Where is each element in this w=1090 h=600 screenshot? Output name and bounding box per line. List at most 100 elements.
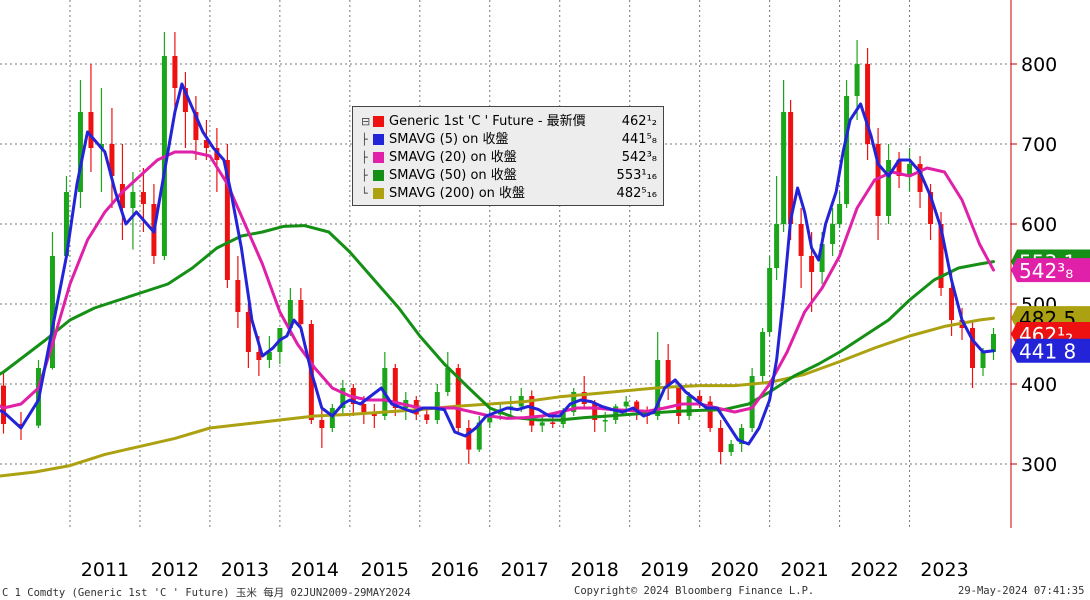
candle-body xyxy=(980,352,986,368)
candle-body xyxy=(539,422,545,426)
candle-body xyxy=(907,164,913,176)
candle-body xyxy=(697,396,703,402)
candle-body xyxy=(774,224,780,268)
legend-label: SMAVG (50) on 收盤 xyxy=(389,168,517,183)
candle-body xyxy=(487,414,493,423)
candle-body xyxy=(634,401,640,412)
legend-value: 482⁵₁₆ xyxy=(616,186,657,201)
candle-body xyxy=(781,112,787,224)
legend-item-price: ⊟ Generic 1st 'C ' Future - 最新價 462¹₂ xyxy=(361,114,657,129)
candle-body xyxy=(707,401,713,428)
candle-body xyxy=(329,408,335,428)
candle-body xyxy=(865,64,871,144)
candle-body xyxy=(130,192,136,208)
candlesticks xyxy=(0,32,997,464)
candle-body xyxy=(466,428,472,450)
x-tick-label: 2017 xyxy=(501,559,549,581)
candle-body xyxy=(529,396,535,426)
candle-body xyxy=(728,444,734,452)
legend-label: Generic 1st 'C ' Future - 最新價 xyxy=(389,114,586,129)
tag-background xyxy=(1011,258,1090,283)
candle-body xyxy=(287,300,293,328)
candle-body xyxy=(949,288,955,320)
candle-body xyxy=(476,422,482,450)
candle-body xyxy=(392,368,398,408)
last-value-tag: 441 8 xyxy=(1011,338,1090,364)
x-tick-label: 2012 xyxy=(151,559,199,581)
x-tick-label: 2023 xyxy=(920,559,968,581)
candle-body xyxy=(623,401,629,407)
candle-body xyxy=(676,388,682,416)
series-line-2 xyxy=(0,224,995,422)
candle-body xyxy=(434,392,440,420)
candle-body xyxy=(245,312,251,352)
x-tick-label: 2020 xyxy=(710,559,758,581)
tag-background xyxy=(1011,338,1090,363)
candle-body xyxy=(203,140,209,148)
x-tick-label: 2016 xyxy=(431,559,479,581)
candle-body xyxy=(193,112,199,140)
candle-body xyxy=(235,280,241,312)
candle-body xyxy=(928,192,934,224)
legend-label: SMAVG (200) on 收盤 xyxy=(389,186,526,201)
candle-body xyxy=(445,368,451,392)
candle-body xyxy=(819,244,825,272)
candle-body xyxy=(844,96,850,204)
legend-item-sma200: └ SMAVG (200) on 收盤 482⁵₁₆ xyxy=(361,186,657,201)
footer-copyright: Copyright© 2024 Bloomberg Finance L.P. xyxy=(574,585,815,597)
candle-body xyxy=(938,224,944,288)
legend-item-sma50: ├ SMAVG (50) on 收盤 553¹₁₆ xyxy=(361,168,657,183)
candle-body xyxy=(665,360,671,388)
candle-body xyxy=(224,160,230,280)
legend-value: 462¹₂ xyxy=(621,114,657,129)
y-tick-label: 400 xyxy=(1021,374,1057,396)
candle-body xyxy=(917,164,923,192)
candle-body xyxy=(266,352,272,360)
candle-body xyxy=(788,112,794,224)
candle-body xyxy=(109,144,115,176)
tag-text: 542³₈ xyxy=(1019,259,1073,283)
candle-body xyxy=(760,332,766,376)
candle-body xyxy=(18,424,24,426)
candle-body xyxy=(896,160,902,176)
candle-body xyxy=(298,300,304,324)
candle-body xyxy=(256,352,262,360)
series-line-3 xyxy=(0,316,995,478)
series-line-0 xyxy=(0,82,995,446)
x-tick-label: 2022 xyxy=(850,559,898,581)
candle-body xyxy=(340,388,346,408)
candle-body xyxy=(172,56,178,88)
candle-body xyxy=(63,192,69,256)
legend-swatch-sma50 xyxy=(373,170,384,181)
candle-body xyxy=(319,420,325,428)
candle-body xyxy=(560,412,566,424)
candle-body xyxy=(718,428,724,452)
x-tick-label: 2019 xyxy=(640,559,688,581)
legend-swatch-sma5 xyxy=(373,134,384,145)
legend-item-sma5: ├ SMAVG (5) on 收盤 441⁵₈ xyxy=(361,132,657,147)
footer-ticker-info: C 1 Comdty (Generic 1st 'C ' Future) 玉米 … xyxy=(2,587,411,599)
legend-value: 441⁵₈ xyxy=(621,132,657,147)
candle-body xyxy=(49,256,55,368)
candle-body xyxy=(837,204,843,224)
x-tick-label: 2021 xyxy=(780,559,828,581)
legend-value: 542³₈ xyxy=(621,150,657,165)
legend-label: SMAVG (20) on 收盤 xyxy=(389,150,517,165)
x-tick-label: 2011 xyxy=(81,559,129,581)
x-tick-label: 2013 xyxy=(221,559,269,581)
candle-body xyxy=(809,256,815,272)
y-tick-label: 300 xyxy=(1021,454,1057,476)
candle-body xyxy=(613,406,619,420)
y-tick-label: 600 xyxy=(1021,214,1057,236)
candle-body xyxy=(77,112,83,192)
candle-body xyxy=(581,392,587,404)
last-value-tag: 542³₈ xyxy=(1011,258,1090,283)
candle-body xyxy=(182,88,188,112)
candle-body xyxy=(767,268,773,332)
candle-body xyxy=(798,224,804,256)
footer-timestamp: 29-May-2024 07:41:35 xyxy=(958,585,1085,597)
legend-swatch-sma200 xyxy=(373,188,384,199)
candle-body xyxy=(88,112,94,148)
candle-body xyxy=(455,368,461,428)
